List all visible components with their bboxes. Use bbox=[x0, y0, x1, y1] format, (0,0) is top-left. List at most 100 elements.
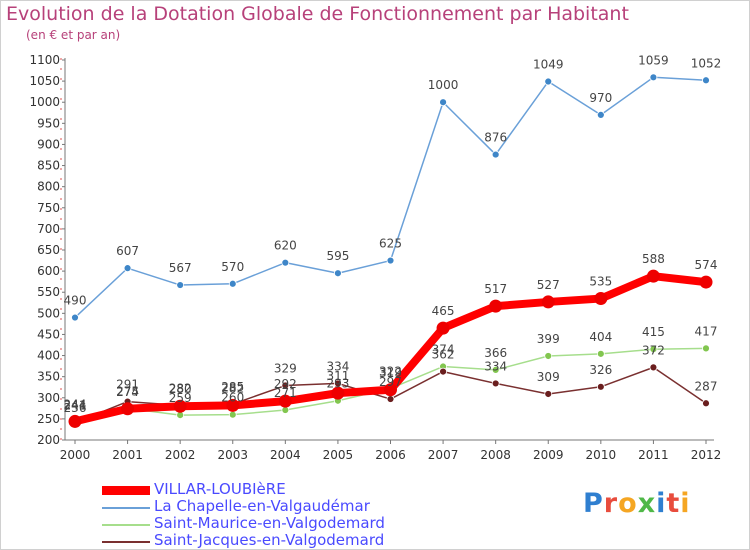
y-tick-label: 1100 bbox=[29, 53, 60, 67]
x-tick-label: 2006 bbox=[375, 448, 406, 462]
data-label: 271 bbox=[274, 386, 297, 400]
data-label: 465 bbox=[432, 304, 455, 318]
data-point bbox=[281, 381, 290, 390]
data-point bbox=[68, 414, 82, 428]
x-tick-label: 2011 bbox=[638, 448, 669, 462]
legend-swatch bbox=[102, 541, 150, 543]
proxiti-logo: Proxiti bbox=[583, 488, 691, 519]
data-label: 876 bbox=[484, 131, 507, 145]
x-tick-label: 2002 bbox=[165, 448, 196, 462]
logo-letter: i bbox=[656, 488, 667, 519]
logo-letter: i bbox=[680, 488, 691, 519]
data-label: 527 bbox=[537, 278, 560, 292]
data-point bbox=[386, 256, 395, 265]
data-label: 625 bbox=[379, 237, 402, 251]
data-label: 293 bbox=[326, 377, 349, 391]
legend-swatch bbox=[102, 486, 150, 495]
data-label: 260 bbox=[221, 391, 244, 405]
data-label: 415 bbox=[642, 325, 665, 339]
x-tick-label: 2010 bbox=[586, 448, 617, 462]
y-tick-label: 450 bbox=[37, 327, 60, 341]
data-label: 1052 bbox=[691, 56, 722, 70]
data-label: 282 bbox=[169, 381, 192, 395]
logo-letter: o bbox=[618, 488, 638, 519]
data-point bbox=[331, 386, 345, 400]
data-point bbox=[596, 349, 605, 358]
y-tick-label: 500 bbox=[37, 306, 60, 320]
legend-item: Saint-Maurice-en-Valgodemard bbox=[102, 514, 422, 533]
legend-label: La Chapelle-en-Valgaudémar bbox=[154, 497, 370, 515]
data-point bbox=[596, 382, 605, 391]
data-point bbox=[544, 352, 553, 360]
data-label: 362 bbox=[432, 348, 455, 362]
chart-series bbox=[68, 73, 713, 429]
data-label: 311 bbox=[326, 369, 349, 383]
data-point bbox=[646, 269, 660, 283]
data-label: 285 bbox=[221, 380, 244, 394]
data-label: 322 bbox=[379, 364, 402, 378]
logo-letter: t bbox=[666, 488, 681, 519]
data-point bbox=[489, 299, 503, 313]
logo-letter: r bbox=[603, 488, 619, 519]
data-label: 329 bbox=[274, 362, 297, 376]
data-labels: 490 607 567 570 620 595 625 1000 876 1049 970 1059 1… bbox=[64, 53, 722, 414]
legend-item: VILLAR-LOUBIèRE bbox=[102, 480, 422, 499]
y-tick-label: 850 bbox=[37, 159, 60, 173]
logo-letter: P bbox=[583, 488, 604, 519]
y-tick-label: 350 bbox=[37, 370, 60, 384]
data-point bbox=[439, 98, 447, 107]
data-label: 570 bbox=[221, 260, 244, 274]
data-point bbox=[491, 150, 500, 159]
data-point bbox=[541, 295, 555, 309]
chart-axes: 200 250 300 350 400 450 500 550 600 650 700 750 800 8… bbox=[29, 53, 721, 462]
data-point bbox=[649, 73, 658, 82]
y-tick-label: 800 bbox=[37, 180, 60, 194]
legend-label: Saint-Maurice-en-Valgodemard bbox=[154, 514, 385, 532]
data-point bbox=[176, 281, 185, 289]
data-label: 259 bbox=[169, 391, 192, 405]
y-tick-label: 950 bbox=[37, 116, 60, 130]
data-label: 244 bbox=[64, 397, 87, 411]
data-label: 292 bbox=[274, 377, 297, 391]
data-point bbox=[702, 344, 710, 353]
data-label: 297 bbox=[379, 375, 402, 389]
chart-legend: VILLAR-LOUBIèRE La Chapelle-en-Valgaudéma… bbox=[102, 480, 422, 550]
x-tick-label: 2007 bbox=[428, 448, 459, 462]
data-point bbox=[228, 279, 237, 288]
data-point bbox=[436, 321, 450, 335]
data-point bbox=[439, 367, 447, 376]
legend-item: La Chapelle-en-Valgaudémar bbox=[102, 497, 422, 516]
data-label: 535 bbox=[589, 275, 612, 289]
legend-swatch bbox=[102, 507, 150, 509]
data-point bbox=[123, 264, 132, 273]
data-label: 334 bbox=[484, 359, 507, 373]
data-label: 287 bbox=[695, 379, 718, 393]
x-tick-label: 2005 bbox=[323, 448, 354, 462]
y-tick-label: 600 bbox=[37, 264, 60, 278]
data-point bbox=[71, 313, 79, 322]
data-label: 274 bbox=[116, 385, 139, 399]
data-label: 334 bbox=[326, 359, 349, 373]
data-label: 607 bbox=[116, 244, 139, 258]
data-point bbox=[649, 363, 658, 372]
data-label: 372 bbox=[642, 343, 665, 357]
data-point bbox=[702, 399, 710, 408]
data-point bbox=[544, 77, 553, 86]
legend-swatch bbox=[102, 524, 150, 526]
legend-label: Saint-Jacques-en-Valgodemard bbox=[154, 531, 385, 549]
data-point bbox=[544, 390, 553, 398]
data-point bbox=[491, 366, 500, 374]
x-tick-label: 2001 bbox=[112, 448, 143, 462]
chart-title: Evolution de la Dotation Globale de Fonc… bbox=[6, 3, 629, 25]
data-label: 374 bbox=[432, 343, 455, 357]
data-point bbox=[121, 402, 135, 416]
data-label: 291 bbox=[116, 378, 139, 392]
y-tick-label: 300 bbox=[37, 391, 60, 405]
data-point bbox=[386, 395, 395, 403]
data-point bbox=[594, 292, 608, 306]
data-label: 236 bbox=[64, 401, 87, 415]
data-label: 517 bbox=[484, 282, 507, 296]
y-tick-label: 250 bbox=[37, 412, 60, 426]
y-tick-label: 650 bbox=[37, 243, 60, 257]
x-tick-label: 2004 bbox=[270, 448, 301, 462]
